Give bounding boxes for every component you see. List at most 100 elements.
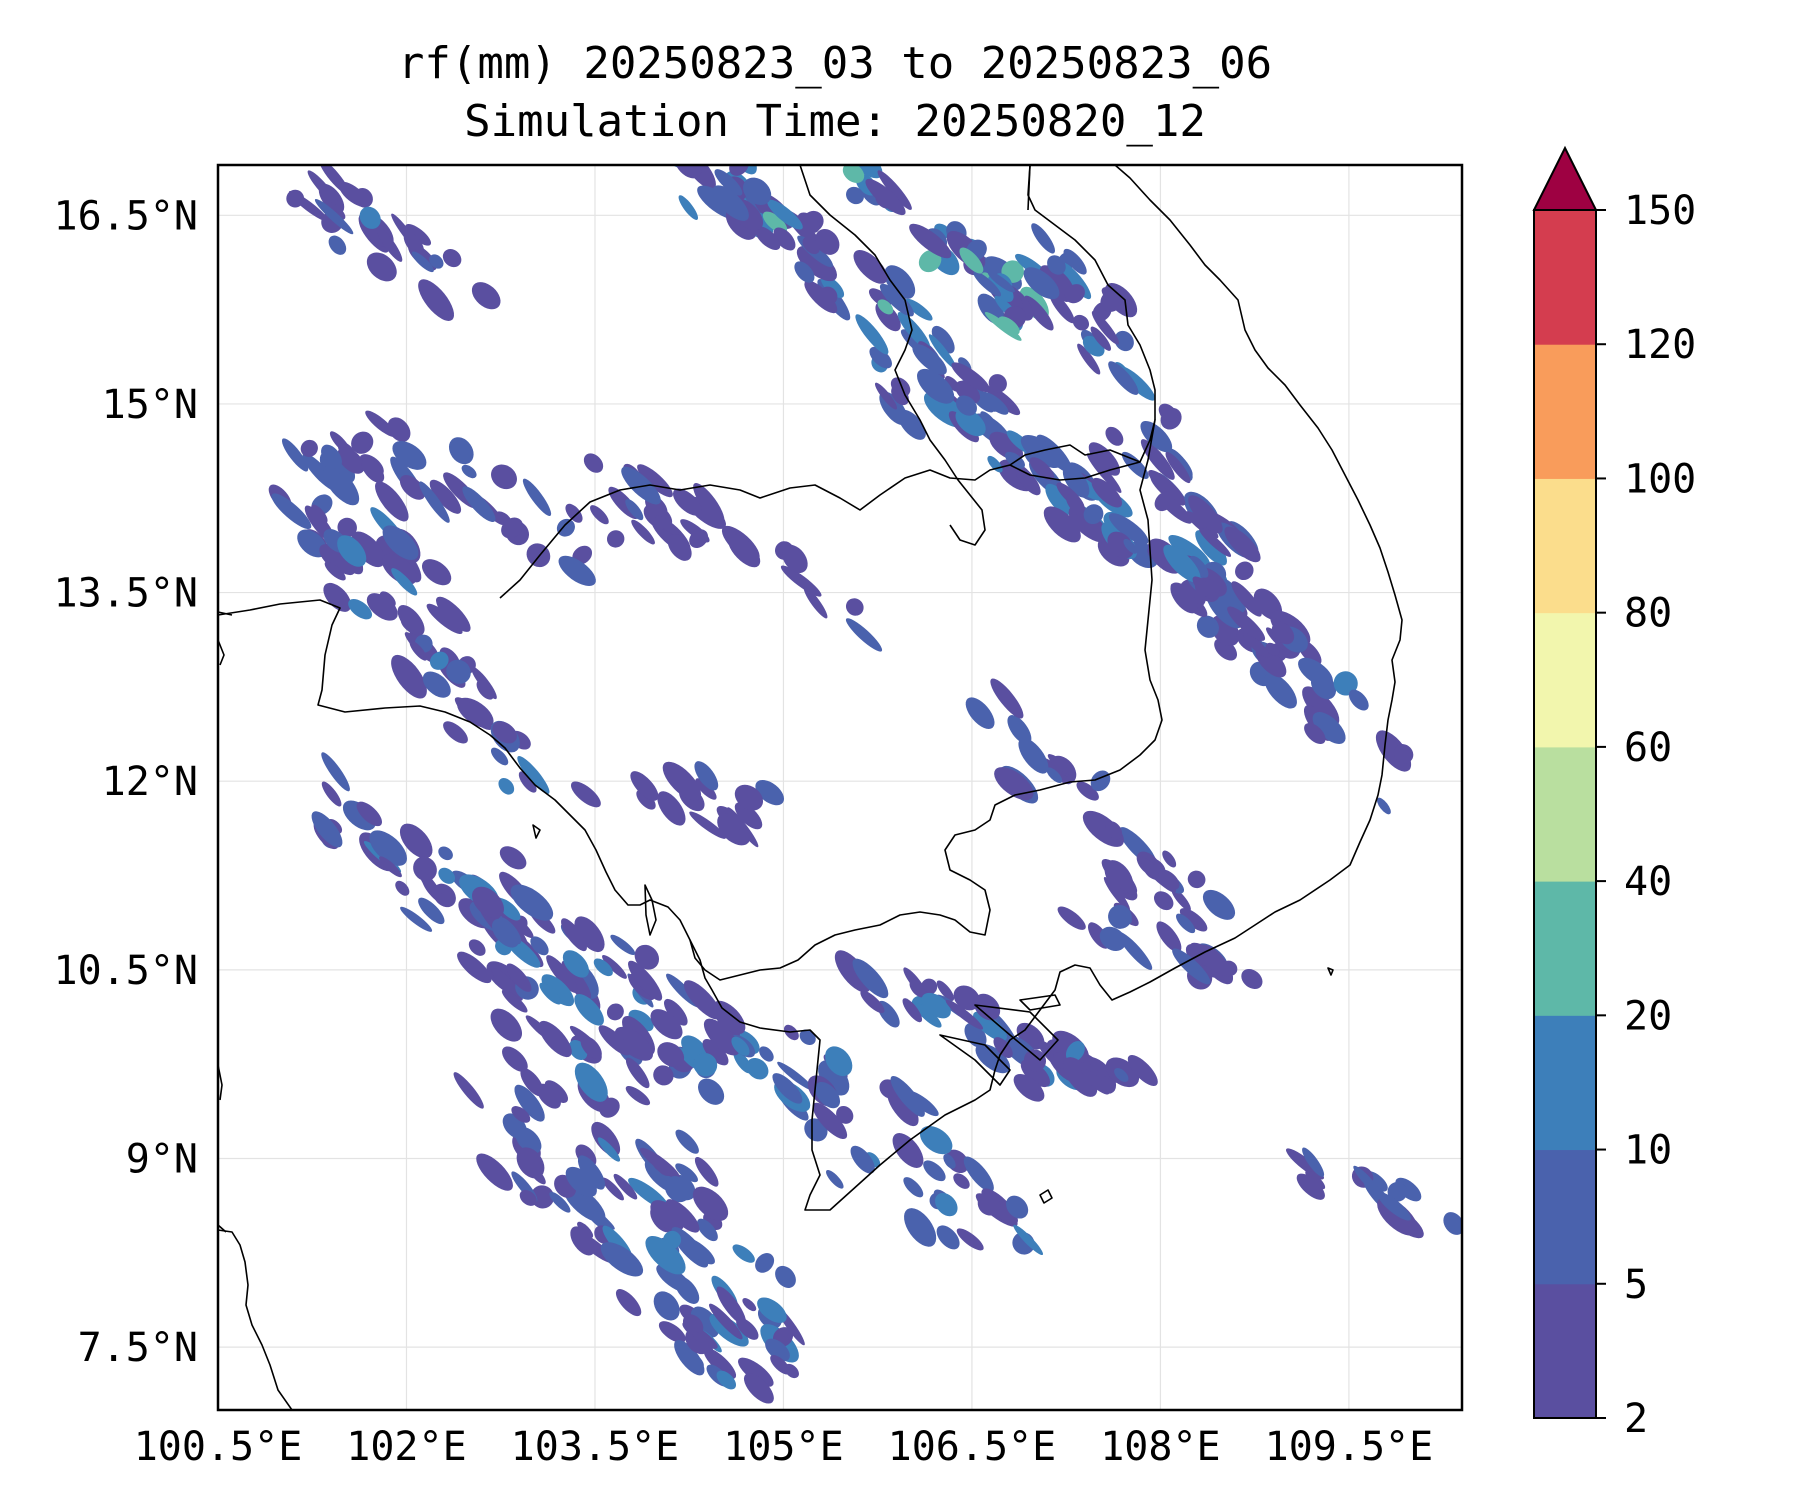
rain-cell xyxy=(429,651,449,670)
rain-cell xyxy=(491,918,520,948)
rain-cell xyxy=(977,1192,1001,1216)
rain-cell xyxy=(319,165,350,195)
rain-cell xyxy=(713,1000,746,1035)
rain-cell xyxy=(598,1025,631,1056)
rain-cell xyxy=(953,985,980,1011)
rain-cell xyxy=(1023,267,1060,300)
rain-cell xyxy=(574,993,604,1026)
rain-cell xyxy=(692,1186,729,1221)
rain-cell xyxy=(921,992,951,1019)
rain-cell xyxy=(311,811,343,848)
x-tick-label: 100.5°E xyxy=(134,1424,303,1470)
rain-cell xyxy=(397,605,425,636)
rain-cell xyxy=(694,1156,719,1187)
rain-cell xyxy=(865,178,906,216)
rain-cell xyxy=(366,593,398,621)
rain-cell xyxy=(955,408,986,437)
rain-cell xyxy=(1333,671,1358,696)
rain-cell xyxy=(570,781,601,808)
rain-cell xyxy=(461,464,477,479)
rain-cell xyxy=(1189,555,1209,578)
rain-cell xyxy=(953,1173,970,1189)
rain-cell xyxy=(891,385,909,406)
rain-cell xyxy=(621,466,661,505)
rain-cell xyxy=(1114,330,1134,352)
rain-cell xyxy=(382,525,419,560)
rain-cell xyxy=(1007,715,1032,745)
gridlines xyxy=(217,165,1462,1410)
mekong-delta-1 xyxy=(974,1004,1059,1061)
y-tick-label: 7.5°N xyxy=(78,1325,198,1371)
rain-cell xyxy=(736,1317,759,1340)
rain-cell xyxy=(1394,744,1414,764)
rain-cell xyxy=(1192,576,1217,600)
rain-cell xyxy=(693,1052,718,1077)
rain-cell xyxy=(570,1226,595,1256)
rain-cell xyxy=(846,186,864,205)
rain-cell xyxy=(799,1029,816,1046)
colorbar-segment xyxy=(1534,1015,1596,1151)
rain-cell xyxy=(1046,767,1063,784)
rain-cell xyxy=(1298,657,1333,687)
rain-cell xyxy=(541,974,575,1007)
rain-cell xyxy=(1163,544,1201,583)
rain-cell xyxy=(646,1165,668,1187)
rain-cell xyxy=(902,998,923,1023)
rain-cell xyxy=(803,586,828,619)
island-phu-quoc xyxy=(644,884,657,936)
rain-cell xyxy=(695,778,717,800)
rain-cell xyxy=(1083,504,1104,525)
rain-cell xyxy=(709,1303,743,1340)
rain-cell xyxy=(874,382,898,410)
rain-cell xyxy=(877,170,912,210)
rain-cell xyxy=(702,1038,729,1066)
rain-cell xyxy=(516,1147,545,1179)
rain-cell xyxy=(731,1036,750,1056)
rain-cell xyxy=(945,999,984,1030)
rain-cell xyxy=(1443,1212,1462,1235)
rain-cell xyxy=(1127,1054,1158,1087)
rain-cell xyxy=(538,1020,572,1058)
coastline-malay-peninsula xyxy=(218,1229,293,1410)
rain-cell xyxy=(917,368,955,404)
rain-cell xyxy=(905,298,933,321)
rain-cell xyxy=(1024,295,1054,331)
rain-cell xyxy=(574,916,605,953)
rain-cell xyxy=(1014,465,1041,496)
rain-cell xyxy=(580,1036,602,1059)
rain-cell xyxy=(1242,632,1270,658)
rain-cell xyxy=(1296,1173,1325,1200)
rain-cell xyxy=(348,599,373,620)
rain-cell xyxy=(1158,869,1180,890)
colorbar-segment xyxy=(1534,1283,1596,1419)
rain-cell xyxy=(716,1286,746,1325)
rain-cell xyxy=(1100,291,1122,312)
rain-cell xyxy=(590,505,609,525)
rain-cell xyxy=(915,1003,942,1028)
rain-cell xyxy=(392,440,427,470)
rain-cell xyxy=(780,565,822,597)
rain-cell xyxy=(321,752,350,792)
rain-cell xyxy=(324,561,346,581)
rain-cell xyxy=(510,884,554,921)
rain-cell xyxy=(490,1008,523,1042)
colorbar-extend-arrow xyxy=(1532,145,1598,211)
rain-cell xyxy=(491,464,517,490)
rain-cell xyxy=(1265,642,1280,656)
x-tick-label: 102°E xyxy=(346,1424,466,1470)
rain-cell xyxy=(492,721,517,744)
rain-cell xyxy=(490,747,509,766)
rain-cell xyxy=(1105,821,1123,840)
rain-cell xyxy=(457,951,492,984)
rain-cell xyxy=(442,249,462,268)
rain-cell xyxy=(936,1225,960,1250)
rain-cell xyxy=(986,386,1021,416)
rain-cell xyxy=(565,1166,597,1197)
rain-cell xyxy=(405,223,432,246)
rain-cell xyxy=(615,1289,642,1317)
rain-cell xyxy=(1108,513,1149,545)
rain-cell xyxy=(912,344,947,375)
rain-cell xyxy=(755,226,781,251)
rain-cell xyxy=(1091,477,1123,508)
rain-cell xyxy=(759,1046,774,1062)
